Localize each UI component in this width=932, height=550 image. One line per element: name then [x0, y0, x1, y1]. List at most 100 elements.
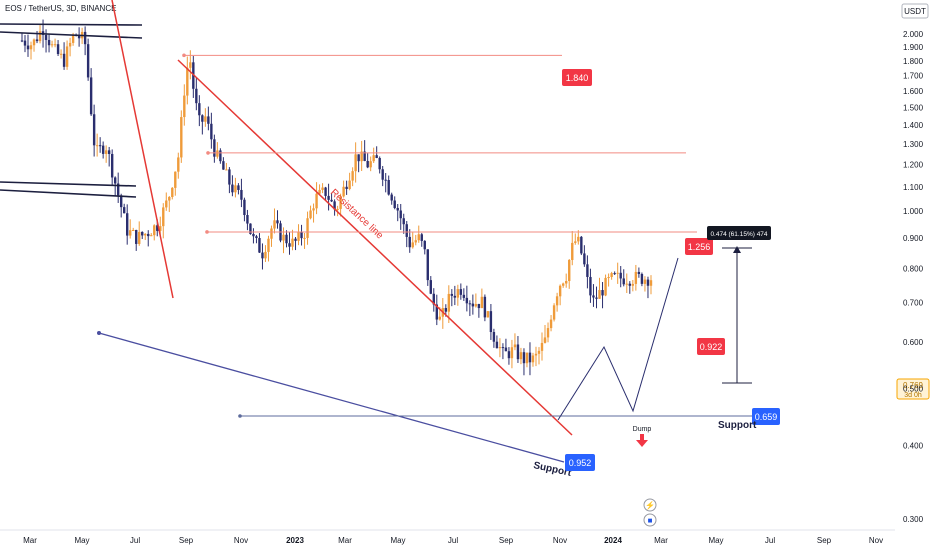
candle2-body-4	[555, 296, 559, 306]
level-1256-anchor[interactable]	[206, 151, 210, 155]
price-axis-panel	[895, 0, 932, 550]
candle-body-8	[44, 34, 48, 40]
support-trend-anchor[interactable]	[97, 331, 101, 335]
price-tick-label-6: 1.400	[903, 121, 924, 130]
last-price-badge[interactable]	[896, 378, 930, 400]
candle-body-79	[258, 238, 261, 253]
candle-body-124	[393, 200, 396, 208]
hline-mid-1[interactable]	[0, 181, 137, 187]
candle-body-116	[369, 161, 372, 168]
candle2-body-9	[571, 242, 574, 261]
candle-body-123	[390, 194, 393, 201]
candle-body-73	[240, 189, 243, 200]
candle-body-128	[405, 224, 408, 237]
candle-body-171	[534, 353, 538, 356]
price-tick-label-14: 0.600	[903, 338, 924, 347]
candle-body-150	[471, 303, 475, 307]
candle-body-147	[462, 294, 466, 298]
candle-body-24	[92, 114, 96, 146]
resistance-line-label: Resistance line	[328, 187, 385, 242]
candle-body-68	[225, 169, 228, 171]
candle-body-77	[252, 233, 255, 237]
candle-body-34	[122, 207, 126, 214]
candle-body-163	[510, 347, 514, 359]
resistance-line[interactable]	[177, 59, 573, 436]
level-0952-badge-label: 0.952	[569, 458, 592, 468]
flag-icon[interactable]	[643, 513, 657, 527]
candle-body-35	[126, 213, 129, 236]
level-0659-anchor[interactable]	[238, 414, 242, 418]
candle-body-162	[507, 351, 511, 359]
candle-body-43	[150, 235, 153, 237]
level-1840-badge[interactable]	[562, 69, 592, 86]
price-tick-label-1: 1.900	[903, 43, 924, 52]
candle2-body-23	[613, 273, 616, 275]
candle-body-121	[384, 179, 387, 181]
currency-badge-label: USDT	[904, 7, 926, 16]
projection-path[interactable]	[557, 257, 679, 421]
hline-top-2[interactable]	[0, 31, 143, 39]
candle-body-160	[501, 347, 505, 349]
candle2-body-21	[607, 277, 610, 279]
candle-body-120	[381, 169, 384, 180]
candle-body-50	[171, 187, 174, 198]
candle-body-17	[71, 34, 75, 43]
hline-mid-2[interactable]	[0, 189, 137, 198]
candle-body-63	[210, 123, 213, 140]
candle-body-158	[495, 341, 499, 349]
candle-body-60	[201, 115, 204, 122]
level-0659-badge-label: 0.659	[755, 412, 778, 422]
candle2-body-7	[565, 281, 568, 284]
level-0922-anchor[interactable]	[205, 230, 209, 234]
currency-badge[interactable]	[901, 3, 929, 19]
lightning-icon[interactable]	[643, 498, 657, 512]
hline-top-1[interactable]	[0, 23, 143, 26]
level-0922-badge-label: 0.922	[700, 342, 723, 352]
candle2-body-3	[552, 305, 556, 320]
candle-body-1	[23, 40, 27, 46]
candle-body-87	[282, 234, 285, 241]
candle-body-173	[540, 342, 544, 351]
price-tick-label-8: 1.200	[903, 161, 924, 170]
steep-trend-line[interactable]	[111, 0, 174, 299]
time-tick-label-8: Jul	[448, 536, 458, 545]
candle2-body-1	[546, 328, 550, 338]
time-tick-label-7: May	[390, 536, 405, 545]
level-1256-badge[interactable]	[685, 238, 713, 255]
candle-body-122	[387, 180, 390, 195]
candle-body-151	[474, 303, 478, 307]
support-trend-line[interactable]	[98, 332, 565, 463]
candle-body-80	[261, 252, 264, 259]
candle-body-82	[267, 238, 270, 252]
candle-body-32	[116, 183, 120, 196]
time-ticks: Mar May Jul Sep Nov 2023 Mar May Jul Sep Nov 2024 Ma…	[23, 536, 883, 545]
candle-body-45	[156, 225, 159, 231]
price-ticks: 2.000 1.900 1.800 1.700 1.600 1.500 1.400 1.300…	[903, 30, 924, 524]
candle2-body-16	[592, 295, 595, 298]
time-tick-label-15: Sep	[817, 536, 832, 545]
candle2-body-18	[598, 290, 601, 299]
candle-body-155	[486, 311, 490, 318]
candle2-body-22	[610, 273, 613, 278]
candle-body-117	[372, 155, 375, 162]
measure-badge[interactable]	[707, 226, 771, 240]
candle-body-22	[86, 44, 90, 78]
price-tick-label-11: 0.900	[903, 234, 924, 243]
support-label-2: Support	[718, 420, 757, 431]
candle-body-52	[177, 157, 180, 172]
level-0922-badge[interactable]	[697, 338, 725, 355]
dump-label: Dump	[633, 426, 652, 433]
level-0952-badge[interactable]	[565, 454, 595, 471]
candle-body-92	[297, 231, 300, 241]
level-1840-anchor[interactable]	[182, 53, 186, 58]
candle-body-30	[110, 153, 114, 178]
candle-body-0	[20, 40, 24, 42]
candle-body-164	[513, 344, 517, 348]
level-0659-badge[interactable]	[752, 408, 780, 425]
candle2-body-6	[561, 283, 565, 286]
last-price-countdown: 3d 0h	[904, 392, 922, 399]
candle-body-62	[207, 116, 210, 124]
candle-body-126	[399, 210, 402, 219]
price-tick-label-12: 0.800	[903, 264, 924, 273]
